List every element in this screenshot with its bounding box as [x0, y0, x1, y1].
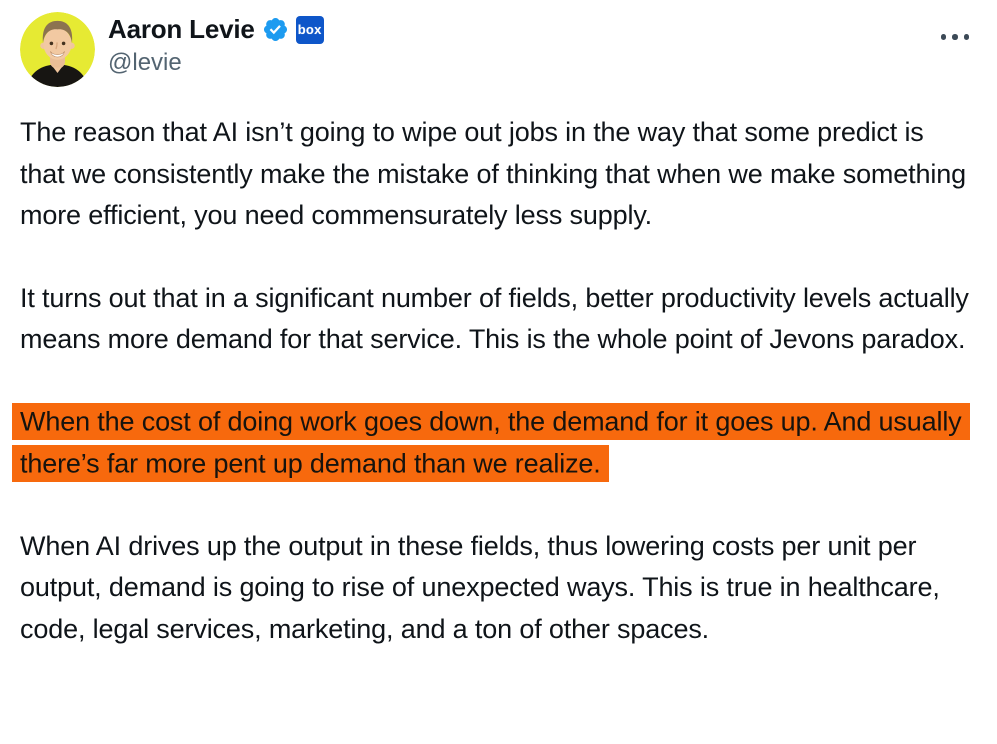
tweet-paragraph-highlighted: When the cost of doing work goes down, t… — [12, 402, 983, 485]
user-handle[interactable]: @levie — [108, 48, 182, 76]
paragraph-text: It turns out that in a significant numbe… — [20, 282, 969, 355]
tweet-paragraph: When AI drives up the output in these fi… — [20, 526, 975, 651]
tweet-paragraph: The reason that AI isn’t going to wipe o… — [20, 112, 975, 237]
tweet-paragraph: It turns out that in a significant numbe… — [20, 278, 975, 361]
more-button[interactable] — [935, 28, 976, 46]
tweet-header: Aaron Levie box @levie — [20, 12, 975, 87]
verified-icon — [262, 16, 289, 43]
name-row: Aaron Levie box — [108, 14, 324, 45]
more-icon — [963, 34, 969, 40]
more-icon — [952, 34, 958, 40]
highlight-mark: When the cost of doing work goes down, t… — [12, 403, 970, 482]
avatar[interactable] — [20, 12, 95, 87]
box-affiliate-badge[interactable]: box — [295, 15, 324, 44]
avatar-image — [20, 12, 95, 87]
more-icon — [940, 34, 946, 40]
tweet: Aaron Levie box @levie The reason that A… — [12, 12, 975, 651]
paragraph-text: When AI drives up the output in these fi… — [20, 530, 940, 644]
display-name[interactable]: Aaron Levie — [108, 14, 255, 44]
user-block: Aaron Levie box @levie — [108, 12, 324, 76]
paragraph-text: The reason that AI isn’t going to wipe o… — [20, 117, 966, 230]
tweet-text: The reason that AI isn’t going to wipe o… — [12, 112, 975, 651]
